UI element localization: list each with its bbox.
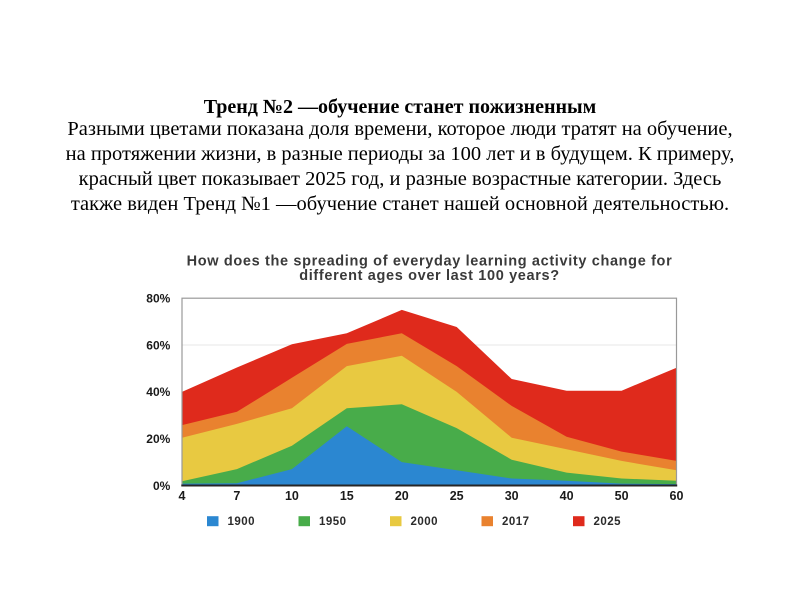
svg-text:20: 20 [395, 489, 409, 503]
svg-text:4: 4 [179, 489, 186, 503]
svg-text:15: 15 [340, 489, 354, 503]
svg-text:1950: 1950 [319, 516, 347, 528]
svg-text:2025: 2025 [594, 516, 622, 528]
svg-text:60%: 60% [146, 338, 170, 352]
svg-text:30: 30 [505, 489, 519, 503]
svg-text:2000: 2000 [411, 516, 439, 528]
svg-text:1900: 1900 [228, 516, 256, 528]
svg-text:25: 25 [450, 489, 464, 503]
svg-text:20%: 20% [146, 432, 170, 446]
svg-text:different ages over last 100 y: different ages over last 100 years? [299, 268, 560, 284]
svg-text:80%: 80% [146, 292, 170, 306]
svg-text:50: 50 [615, 489, 629, 503]
svg-text:0%: 0% [153, 479, 171, 493]
svg-text:2017: 2017 [502, 516, 530, 528]
svg-text:10: 10 [285, 489, 299, 503]
svg-text:How does the spreading of ever: How does the spreading of everyday learn… [187, 254, 673, 270]
svg-text:7: 7 [233, 489, 240, 503]
svg-text:40: 40 [560, 489, 574, 503]
svg-text:60: 60 [670, 489, 684, 503]
svg-text:40%: 40% [146, 385, 170, 399]
